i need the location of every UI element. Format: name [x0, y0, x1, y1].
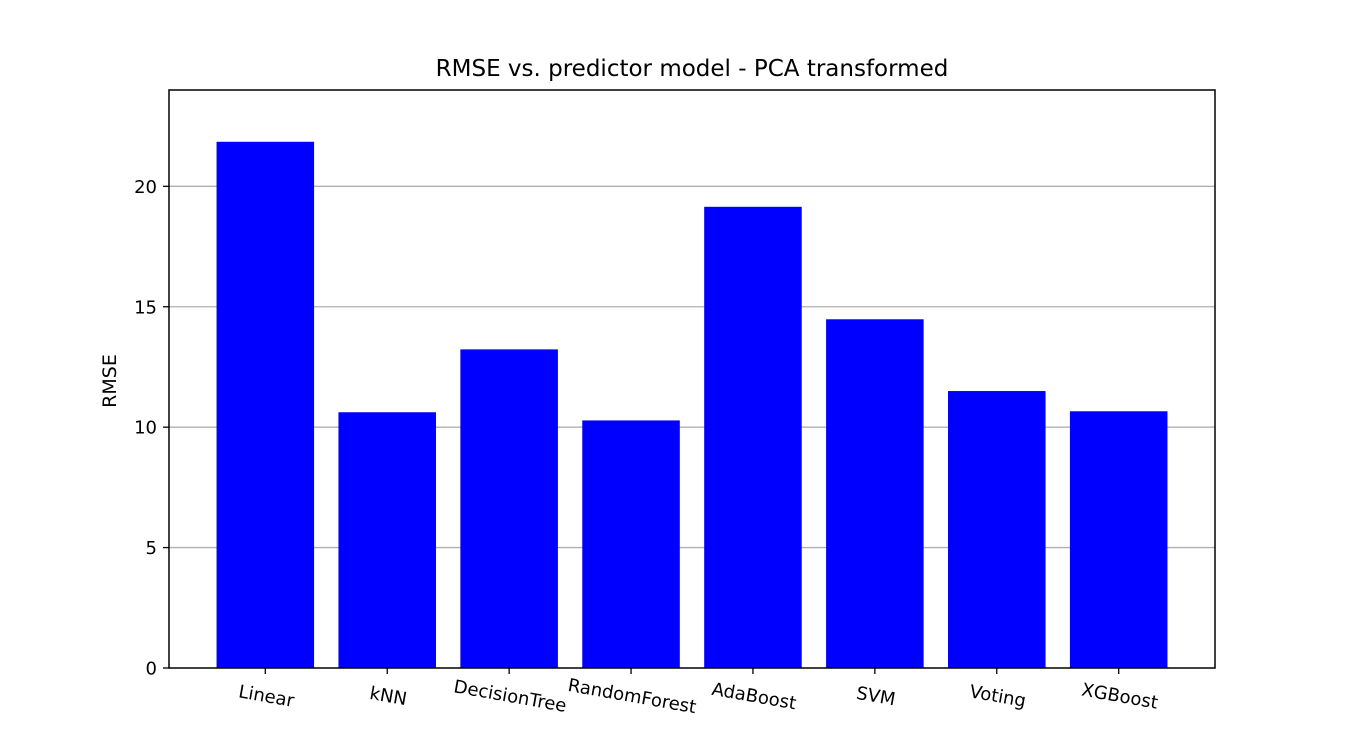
- y-axis-label: RMSE: [99, 354, 121, 408]
- y-tick-label: 20: [134, 177, 157, 198]
- y-axis-ticks: 0 5 10 15 20: [134, 177, 169, 680]
- x-tick-label: Voting: [968, 681, 1028, 712]
- y-tick-label: 10: [134, 418, 157, 439]
- bar-randomforest: [582, 420, 680, 668]
- y-tick-label: 5: [146, 538, 157, 559]
- bar-adaboost: [704, 206, 802, 668]
- x-tick-label: RandomForest: [566, 675, 697, 718]
- bar-voting: [948, 391, 1046, 668]
- grid-lines: [169, 185, 1215, 549]
- x-tick-label: Linear: [237, 681, 296, 711]
- y-tick-label: 0: [146, 659, 157, 680]
- y-tick-label: 15: [134, 297, 157, 318]
- bar-knn: [338, 412, 436, 668]
- x-tick-label: DecisionTree: [452, 676, 568, 717]
- plot-frame: [168, 89, 1216, 669]
- x-tick-label: SVM: [855, 683, 897, 711]
- x-tick-label: XGBoost: [1080, 680, 1160, 714]
- bar-decisiontree: [460, 349, 558, 668]
- chart-title: RMSE vs. predictor model - PCA transform…: [436, 56, 949, 82]
- x-tick-label: AdaBoost: [710, 679, 798, 714]
- bars: [216, 141, 1168, 668]
- bar-svm: [826, 319, 924, 668]
- bar-xgboost: [1069, 411, 1168, 668]
- x-tick-label: kNN: [368, 683, 408, 710]
- bar-linear: [216, 141, 315, 668]
